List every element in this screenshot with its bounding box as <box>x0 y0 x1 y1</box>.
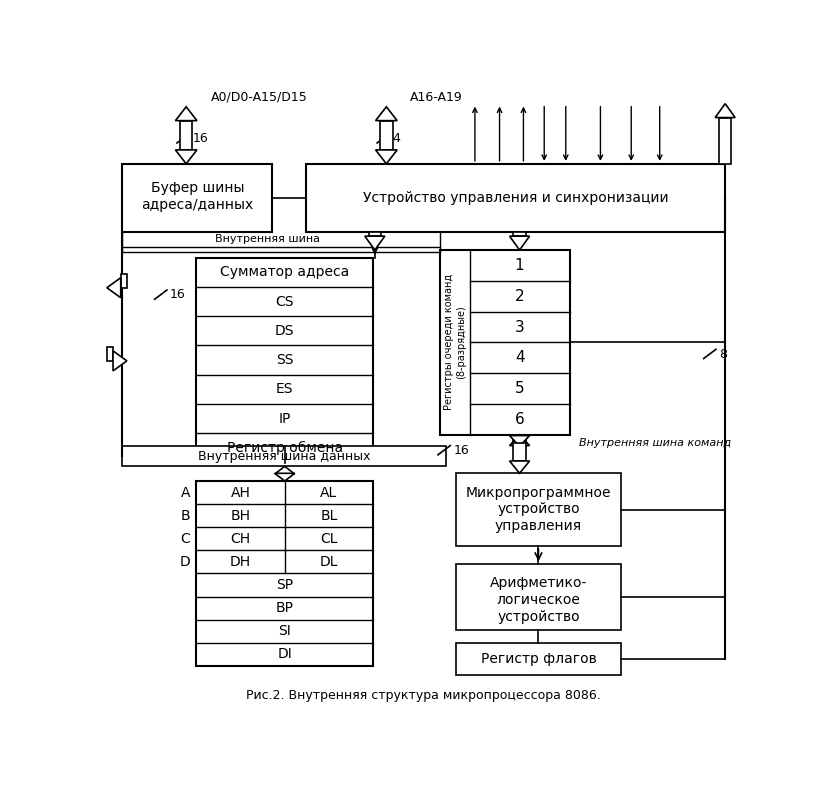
Bar <box>514 231 525 236</box>
Text: SP: SP <box>276 578 293 592</box>
Text: Внутренняя шина данных: Внутренняя шина данных <box>197 450 370 463</box>
Bar <box>514 435 525 446</box>
Text: устройство: устройство <box>497 610 580 623</box>
Text: 2: 2 <box>515 289 525 304</box>
Polygon shape <box>275 466 295 474</box>
Text: 16: 16 <box>192 132 208 145</box>
Text: Регистр обмена: Регистр обмена <box>226 441 343 455</box>
Text: DL: DL <box>320 555 339 569</box>
Text: 6: 6 <box>515 412 525 427</box>
Text: Регистры очереди команд
(8-разрядные): Регистры очереди команд (8-разрядные) <box>444 274 466 410</box>
Polygon shape <box>175 150 197 164</box>
Text: DS: DS <box>275 324 295 338</box>
Text: Внутренняя шина команд: Внутренняя шина команд <box>579 438 731 447</box>
Text: CL: CL <box>320 532 338 546</box>
Polygon shape <box>175 106 197 121</box>
Text: IP: IP <box>278 412 291 426</box>
Bar <box>456 474 621 546</box>
Polygon shape <box>715 104 735 118</box>
Bar <box>719 118 731 164</box>
Text: логическое: логическое <box>496 594 581 607</box>
Text: Микропрограммное: Микропрограммное <box>466 486 611 499</box>
Bar <box>121 274 127 288</box>
Bar <box>456 642 621 675</box>
Polygon shape <box>510 435 529 446</box>
Bar <box>122 164 273 231</box>
Text: адреса/данных: адреса/данных <box>141 198 254 212</box>
Bar <box>440 250 570 435</box>
Text: A: A <box>181 486 190 499</box>
Bar <box>456 564 621 630</box>
Bar <box>107 347 113 361</box>
Bar <box>514 443 525 461</box>
Bar <box>197 258 373 462</box>
Text: A0/D0-A15/D15: A0/D0-A15/D15 <box>211 90 307 104</box>
Text: B: B <box>180 509 190 522</box>
Text: BL: BL <box>320 509 338 522</box>
Text: DH: DH <box>230 555 251 569</box>
Polygon shape <box>365 236 385 250</box>
Text: ES: ES <box>276 382 293 396</box>
Polygon shape <box>510 435 529 446</box>
Text: CH: CH <box>230 532 250 546</box>
Text: 4: 4 <box>515 350 525 366</box>
Polygon shape <box>510 461 529 474</box>
Text: Регистр флагов: Регистр флагов <box>481 652 596 666</box>
Polygon shape <box>376 106 397 121</box>
Bar <box>180 121 192 150</box>
Text: Устройство управления и синхронизации: Устройство управления и синхронизации <box>363 190 668 205</box>
Text: SI: SI <box>278 624 291 638</box>
Polygon shape <box>510 236 529 250</box>
Polygon shape <box>113 351 127 371</box>
Text: AL: AL <box>320 486 338 499</box>
Text: BP: BP <box>276 601 294 615</box>
Polygon shape <box>376 150 397 164</box>
Text: AH: AH <box>230 486 250 499</box>
Bar <box>306 164 725 231</box>
Text: Внутренняя шина: Внутренняя шина <box>215 234 320 244</box>
Text: C: C <box>180 532 190 546</box>
Text: D: D <box>179 555 190 569</box>
Text: Рис.2. Внутренняя структура микропроцессора 8086.: Рис.2. Внутренняя структура микропроцесс… <box>246 689 601 702</box>
Text: DI: DI <box>278 647 292 662</box>
Text: 8: 8 <box>719 348 727 361</box>
Text: 5: 5 <box>515 381 525 396</box>
Text: устройство: устройство <box>497 502 580 517</box>
Bar <box>122 446 446 466</box>
Text: Буфер шины: Буфер шины <box>150 182 244 195</box>
Text: BH: BH <box>230 509 250 522</box>
Bar <box>380 121 392 150</box>
Text: Арифметико-: Арифметико- <box>490 577 587 590</box>
Text: SS: SS <box>276 353 293 367</box>
Text: Сумматор адреса: Сумматор адреса <box>220 266 349 279</box>
Text: CS: CS <box>276 294 294 309</box>
Bar <box>197 481 373 666</box>
Polygon shape <box>107 278 121 298</box>
Text: управления: управления <box>495 519 582 534</box>
Bar <box>368 231 381 236</box>
Text: 16: 16 <box>170 289 186 302</box>
Text: 4: 4 <box>392 132 401 145</box>
Text: A16-A19: A16-A19 <box>410 90 463 104</box>
Text: 3: 3 <box>515 319 525 334</box>
Polygon shape <box>275 474 295 481</box>
Text: 16: 16 <box>453 444 469 457</box>
Text: 1: 1 <box>515 258 525 273</box>
